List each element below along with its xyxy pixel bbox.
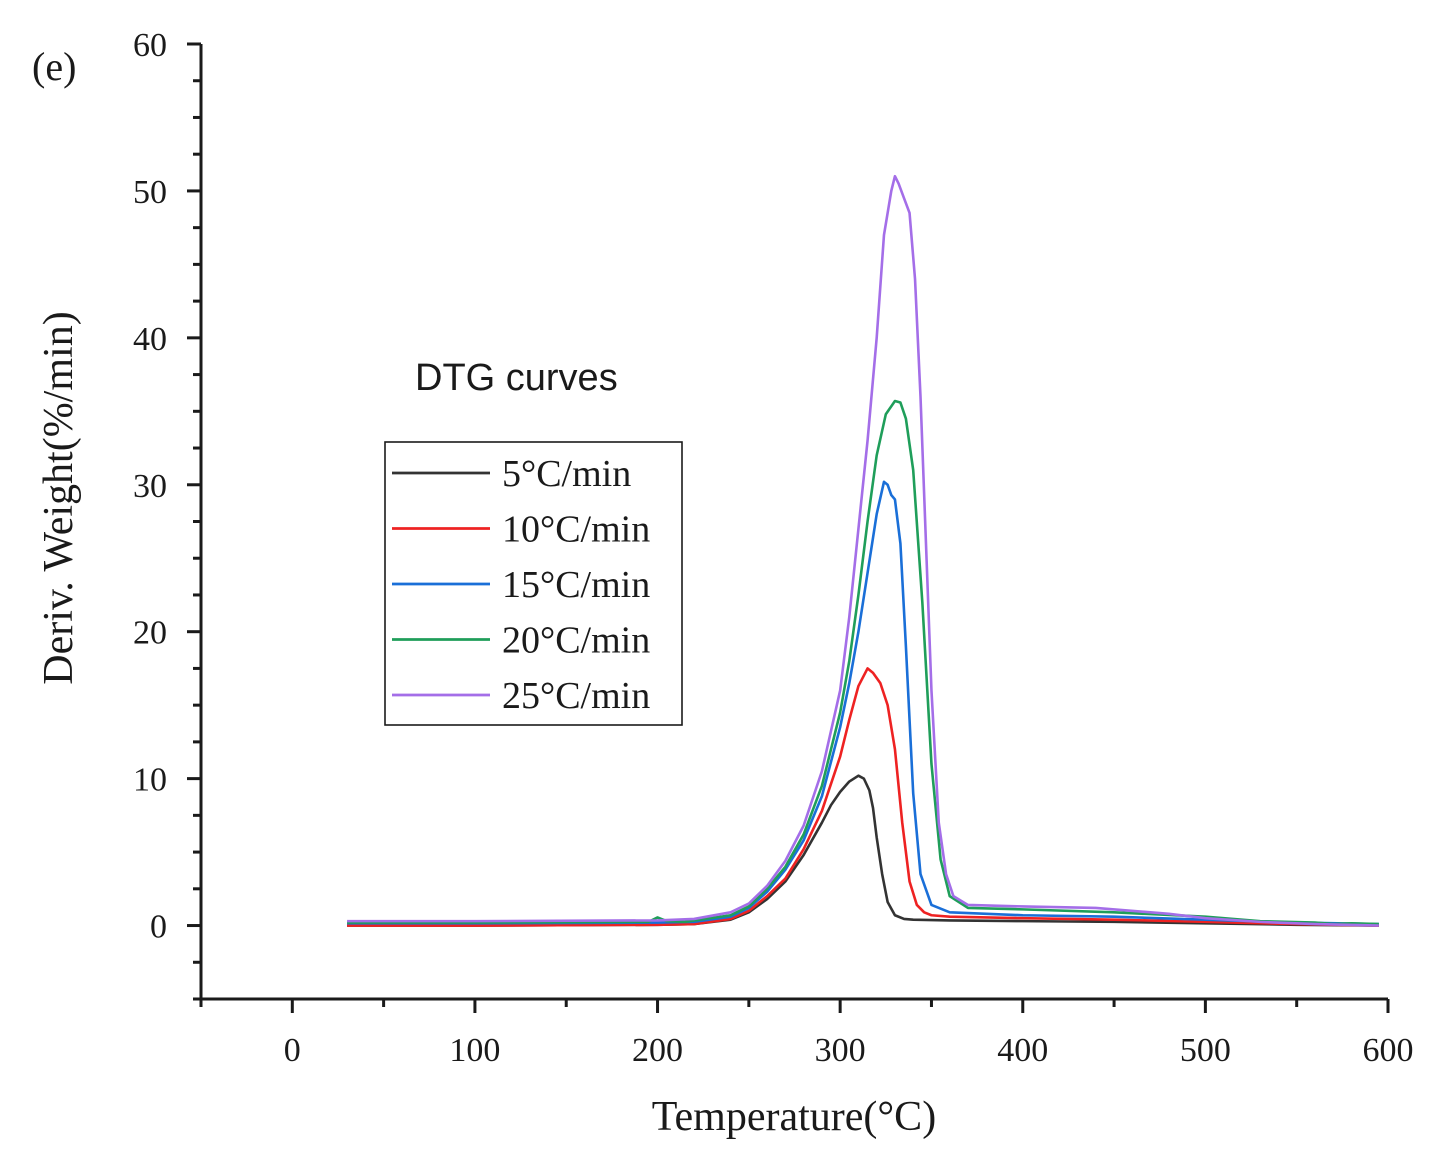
y-tick-label: 30 (133, 468, 167, 505)
y-tick-label: 0 (150, 909, 167, 946)
x-tick-label: 0 (284, 1032, 301, 1069)
series-line-4 (347, 399, 1379, 926)
legend-items: 5°C/min 10°C/min 15°C/min 20°C/min 25°C/min (392, 453, 650, 717)
x-tick-label: 100 (449, 1032, 500, 1069)
y-ticks: 0 10 20 30 40 50 60 (133, 27, 201, 1001)
legend-label-2: 10°C/min (502, 509, 650, 551)
legend-label-4: 20°C/min (502, 620, 650, 662)
legend-label-5: 25°C/min (502, 675, 650, 717)
x-tick-label: 400 (997, 1032, 1048, 1069)
y-tick-label: 20 (133, 615, 167, 652)
series-line-3 (347, 480, 1379, 926)
y-tick-label: 10 (133, 762, 167, 799)
series-layer (347, 174, 1379, 927)
dtg-annotation: DTG curves (415, 357, 618, 399)
series-line-1 (347, 774, 1379, 927)
y-axis-title: Deriv. Weight(%/min) (36, 311, 82, 684)
y-tick-label: 40 (133, 321, 167, 358)
series-line-2 (347, 667, 1379, 927)
x-tick-label: 200 (632, 1032, 683, 1069)
x-tick-label: 500 (1180, 1032, 1231, 1069)
panel-label: (e) (32, 44, 76, 89)
x-ticks: 0 100 200 300 400 500 600 (199, 999, 1414, 1069)
x-tick-label: 600 (1363, 1032, 1414, 1069)
legend: 5°C/min 10°C/min 15°C/min 20°C/min 25°C/min (384, 441, 683, 726)
legend-label-1: 5°C/min (502, 453, 631, 495)
y-tick-label: 60 (133, 27, 167, 64)
y-tick-label: 50 (133, 174, 167, 211)
series-line-5 (347, 174, 1379, 927)
x-tick-label: 300 (815, 1032, 866, 1069)
legend-label-3: 15°C/min (502, 564, 650, 606)
x-axis-title: Temperature(°C) (652, 1094, 936, 1140)
